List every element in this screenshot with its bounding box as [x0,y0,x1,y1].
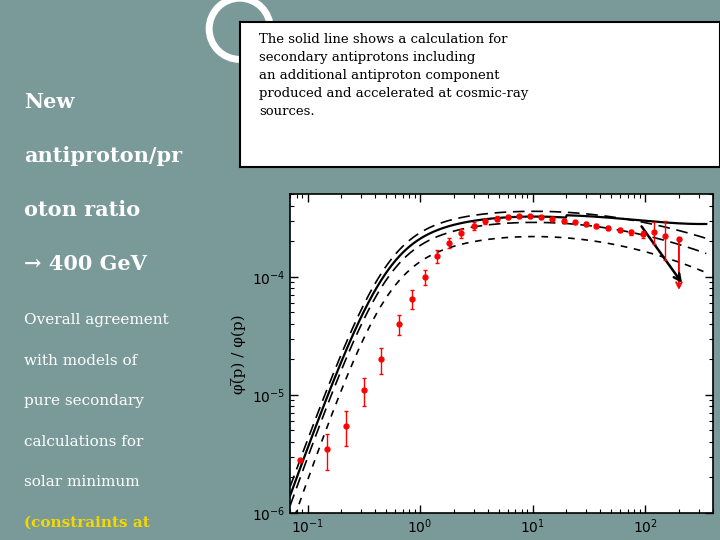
Text: antiproton/pr: antiproton/pr [24,146,182,166]
Text: The solid line shows a calculation for
secondary antiprotons including
an additi: The solid line shows a calculation for s… [259,33,528,118]
Text: pure secondary: pure secondary [24,394,144,408]
Text: Overall agreement: Overall agreement [24,313,168,327]
Text: → 400 GeV: → 400 GeV [24,254,147,274]
Text: oton ratio: oton ratio [24,200,140,220]
Circle shape [220,9,260,49]
Text: solar minimum: solar minimum [24,475,140,489]
Text: with models of: with models of [24,354,138,368]
Text: New: New [24,92,74,112]
Circle shape [208,0,271,60]
Text: calculations for: calculations for [24,435,143,449]
Y-axis label: φ(̅p) / φ(p): φ(̅p) / φ(p) [231,314,246,394]
Text: (constraints at: (constraints at [24,516,150,530]
